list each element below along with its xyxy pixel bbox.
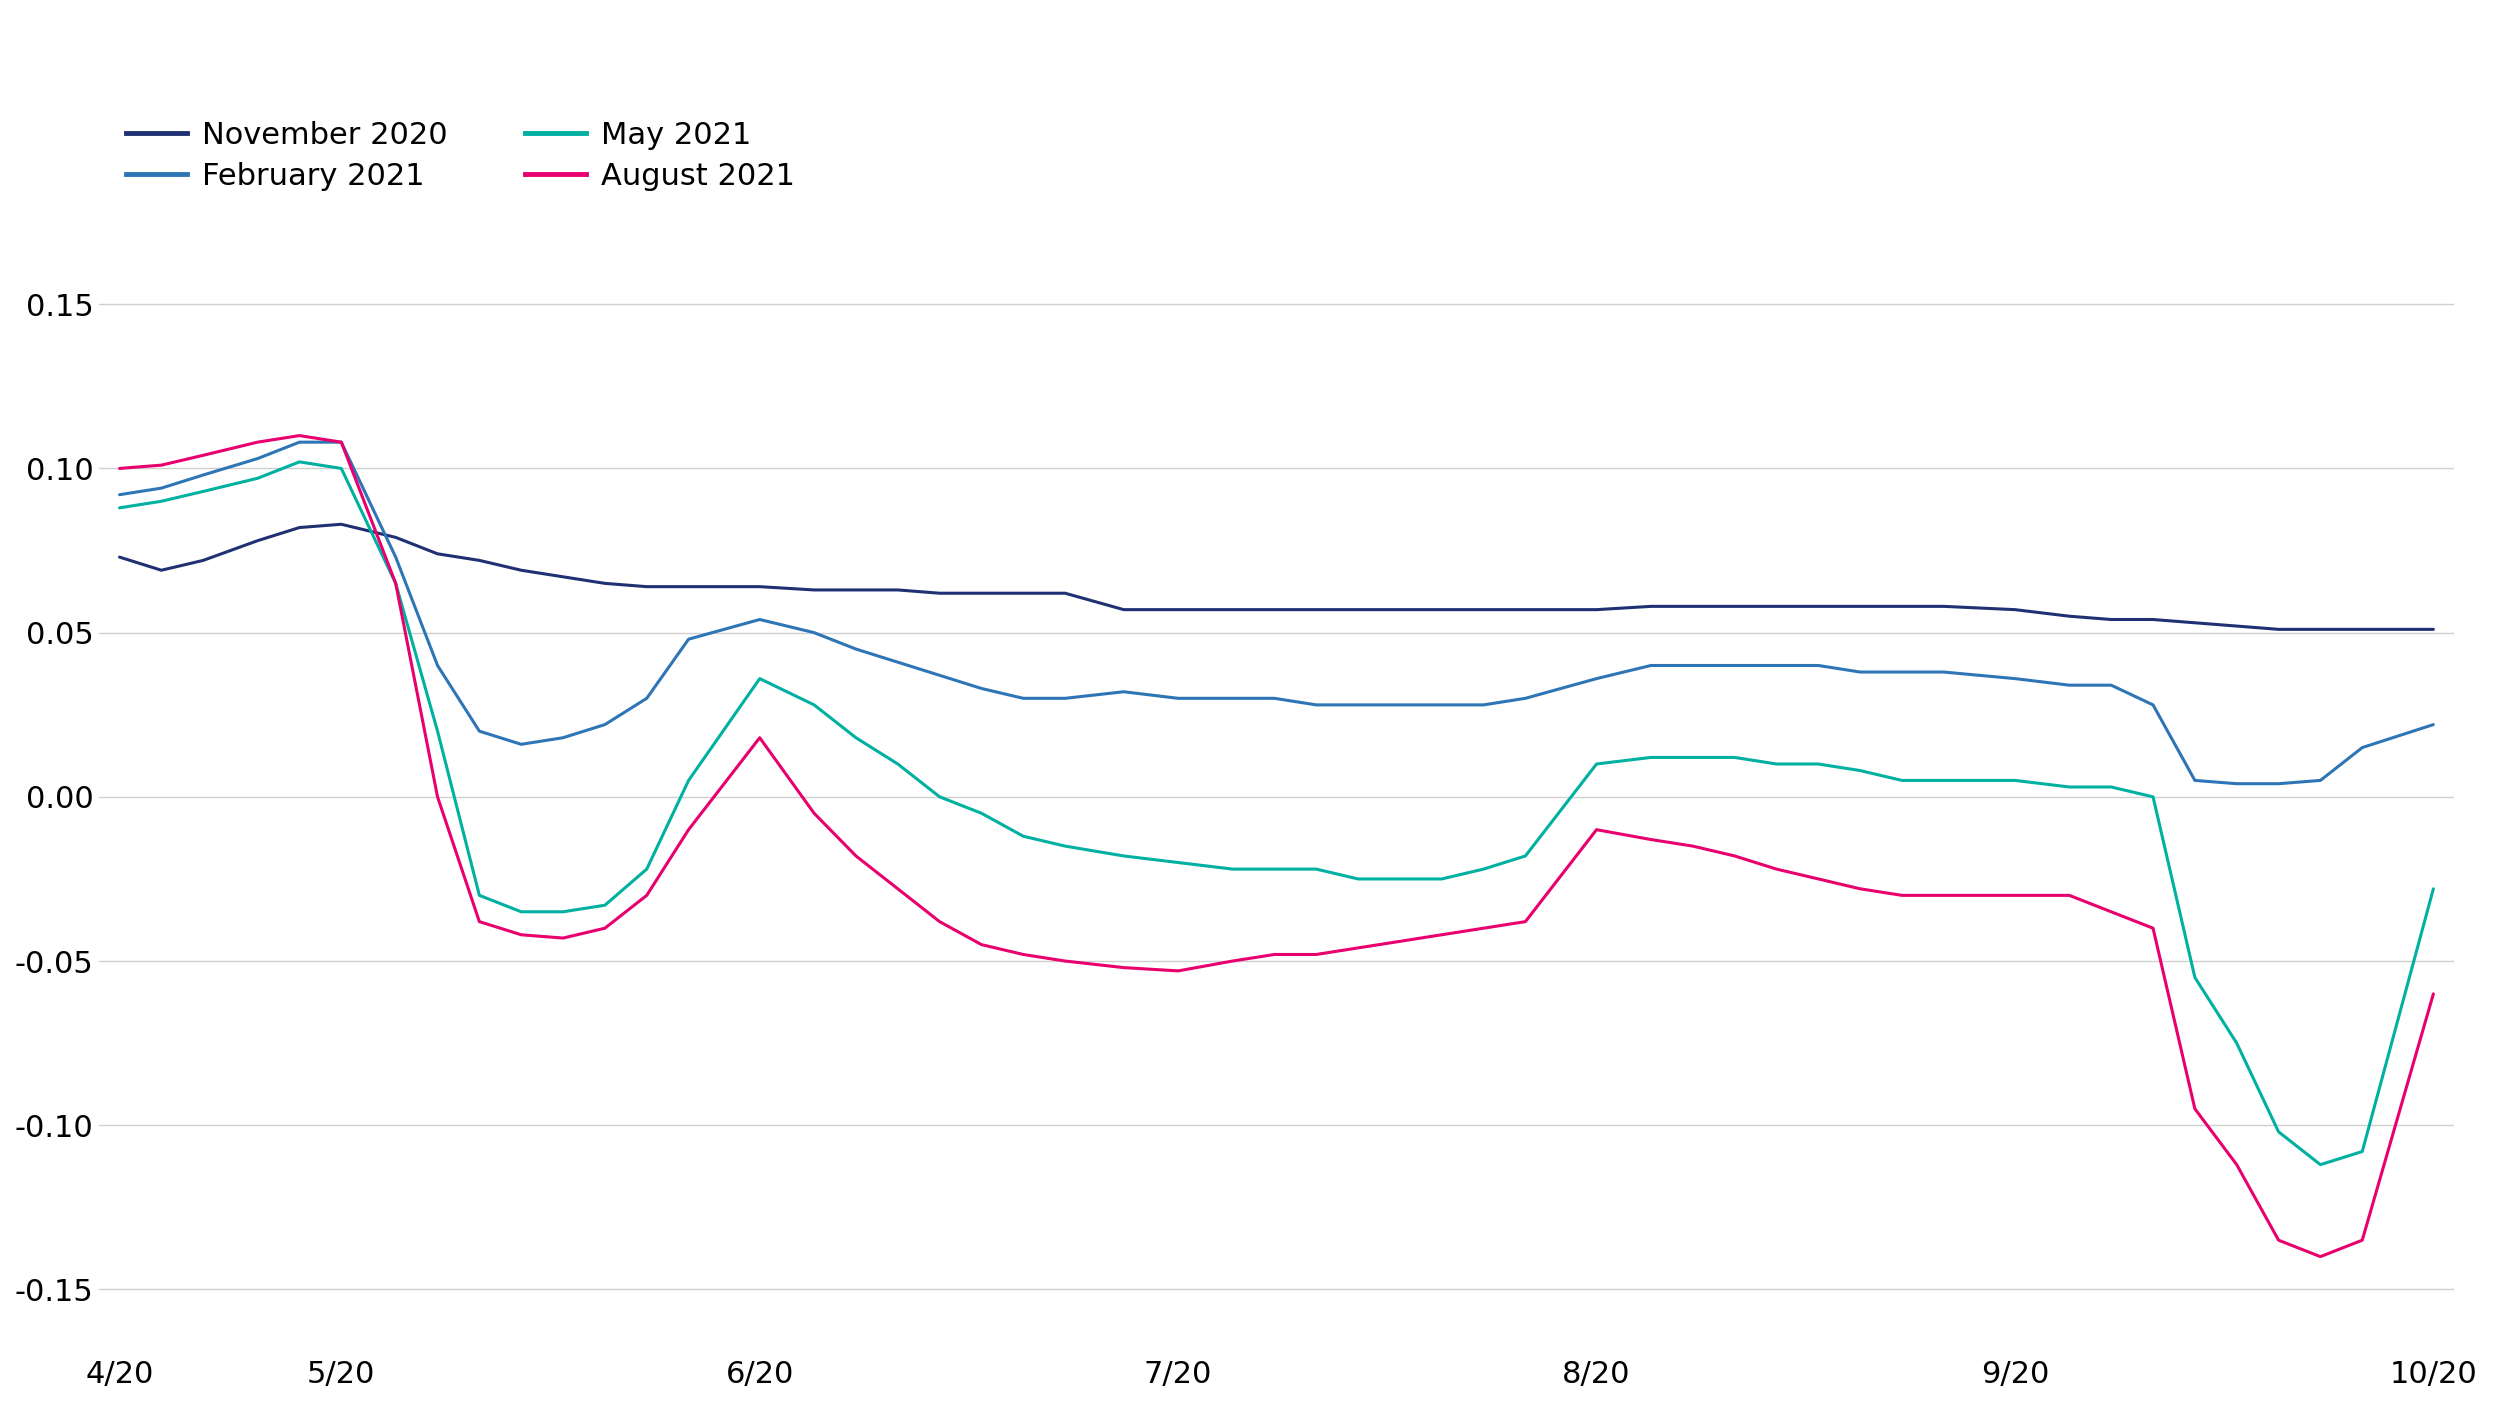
Line: November 2020: November 2020 [120, 524, 2434, 629]
May 2021 [2419, 880, 2449, 897]
August 2021 [2306, 1248, 2336, 1265]
May 2021 [105, 500, 135, 517]
August 2021 [105, 461, 135, 477]
February 2021 [285, 434, 314, 451]
May 2021 [2346, 1143, 2376, 1160]
November 2020 [2264, 621, 2294, 637]
May 2021 [884, 755, 914, 772]
August 2021 [1802, 870, 1832, 887]
Line: August 2021: August 2021 [120, 435, 2434, 1257]
Line: May 2021: May 2021 [120, 462, 2434, 1165]
May 2021 [2306, 1157, 2336, 1174]
November 2020 [327, 515, 357, 532]
February 2021 [1677, 657, 1707, 674]
February 2021 [2346, 739, 2376, 755]
February 2021 [2419, 716, 2449, 733]
November 2020 [2346, 621, 2376, 637]
February 2021 [884, 654, 914, 671]
November 2020 [1802, 598, 1832, 615]
November 2020 [2419, 621, 2449, 637]
August 2021 [841, 848, 871, 865]
May 2021 [841, 729, 871, 746]
February 2021 [2221, 775, 2251, 792]
February 2021 [631, 689, 661, 706]
May 2021 [631, 861, 661, 878]
February 2021 [105, 486, 135, 503]
May 2021 [1677, 748, 1707, 765]
August 2021 [2346, 1231, 2376, 1248]
November 2020 [884, 581, 914, 598]
August 2021 [285, 427, 314, 444]
August 2021 [631, 887, 661, 904]
August 2021 [1677, 838, 1707, 855]
May 2021 [285, 453, 314, 470]
August 2021 [2419, 986, 2449, 1002]
Legend: November 2020, February 2021, May 2021, August 2021: November 2020, February 2021, May 2021, … [115, 108, 806, 204]
November 2020 [105, 549, 135, 566]
May 2021 [1802, 755, 1832, 772]
Line: February 2021: February 2021 [120, 442, 2434, 783]
February 2021 [1802, 657, 1832, 674]
November 2020 [631, 578, 661, 595]
February 2021 [841, 640, 871, 657]
November 2020 [1677, 598, 1707, 615]
November 2020 [841, 581, 871, 598]
August 2021 [884, 880, 914, 897]
